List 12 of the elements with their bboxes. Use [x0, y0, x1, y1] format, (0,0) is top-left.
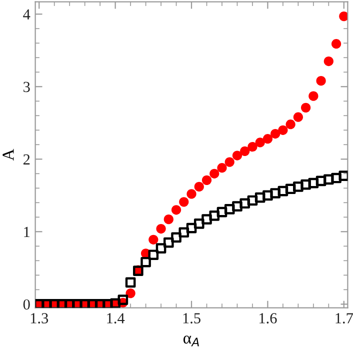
x-axis-title: α$_{A}$ [183, 336, 199, 346]
y-tick-label: 4 [23, 9, 30, 20]
y-axis-title: A [2, 148, 14, 161]
x-tick-label: 1.7 [336, 313, 353, 324]
x-tick-label: 1.4 [107, 313, 125, 324]
x-tick-label: 1.5 [183, 313, 200, 324]
y-tick-label: 2 [23, 154, 30, 164]
y-tick-label: 0 [23, 299, 30, 310]
y-tick-label: 1 [24, 226, 30, 237]
y-tick-label: 3 [24, 82, 30, 92]
x-tick-label: 1.6 [259, 313, 277, 324]
x-tick-label: 1.3 [30, 313, 48, 324]
